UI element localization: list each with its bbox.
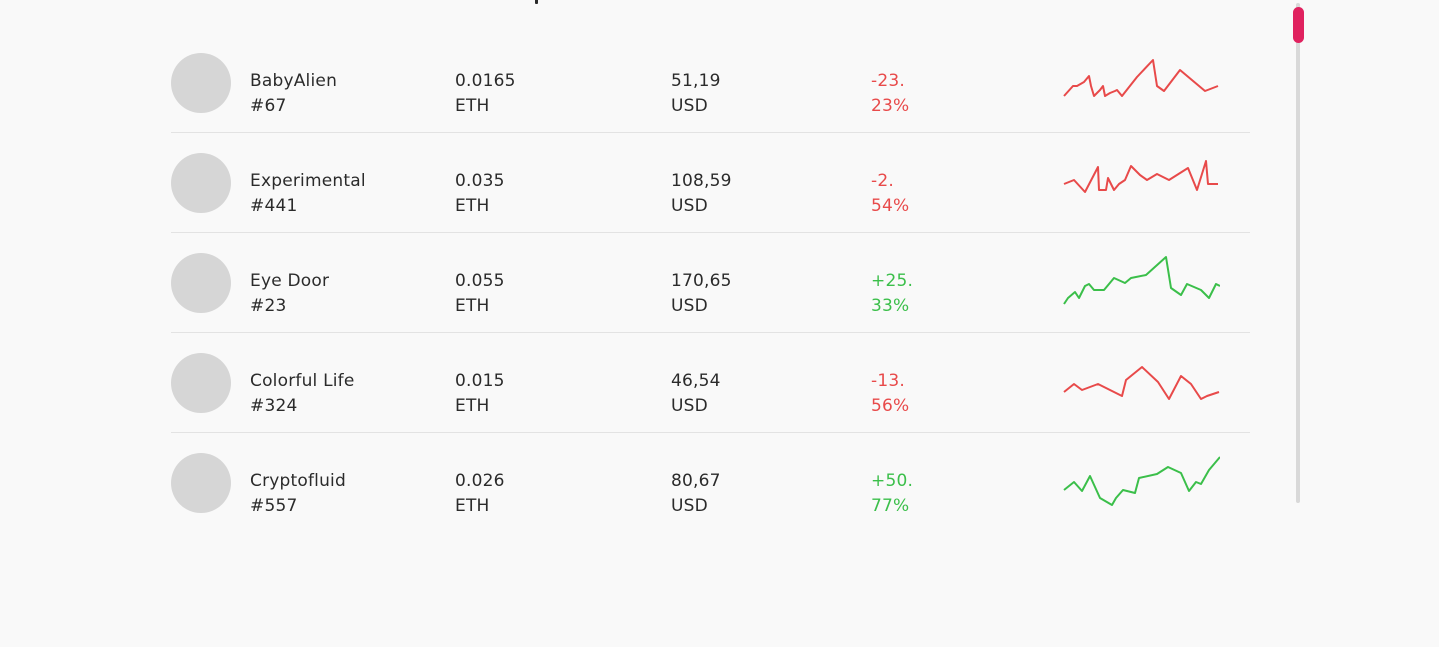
sparkline-chart — [1063, 160, 1218, 193]
eth-price-cell: 0.055 ETH — [455, 269, 505, 319]
change-value-part2: 56% — [871, 396, 910, 416]
item-name: Experimental — [250, 171, 366, 191]
usd-value: 108,59 — [671, 171, 732, 191]
item-name: Cryptofluid — [250, 471, 346, 491]
eth-price-cell: 0.035 ETH — [455, 169, 505, 219]
usd-unit: USD — [671, 496, 708, 516]
change-value-part1: +25. — [871, 271, 914, 291]
item-name-cell: Eye Door #23 — [250, 269, 329, 319]
usd-value: 170,65 — [671, 271, 732, 291]
item-id: #557 — [250, 496, 298, 516]
list-item[interactable]: Cryptofluid #557 0.026 ETH 80,67 USD +50… — [171, 433, 1250, 532]
eth-price-cell: 0.0165 ETH — [455, 69, 516, 119]
eth-value: 0.015 — [455, 371, 505, 391]
eth-unit: ETH — [455, 496, 490, 516]
change-value-part1: -23. — [871, 71, 905, 91]
usd-unit: USD — [671, 196, 708, 216]
eth-price-cell: 0.015 ETH — [455, 369, 505, 419]
sparkline-chart — [1063, 366, 1220, 400]
change-value-part1: +50. — [871, 471, 914, 491]
change-value-part2: 23% — [871, 96, 910, 116]
item-id: #441 — [250, 196, 298, 216]
eth-unit: ETH — [455, 96, 490, 116]
sparkline-chart — [1063, 256, 1220, 305]
scrollbar-thumb[interactable] — [1293, 7, 1304, 43]
vertical-scrollbar[interactable] — [1293, 3, 1304, 503]
usd-unit: USD — [671, 396, 708, 416]
usd-value: 46,54 — [671, 371, 721, 391]
change-value-part1: -2. — [871, 171, 894, 191]
eth-unit: ETH — [455, 296, 490, 316]
change-cell: -2. 54% — [871, 169, 909, 219]
item-name: Eye Door — [250, 271, 330, 291]
usd-value: 51,19 — [671, 71, 721, 91]
change-value-part1: -13. — [871, 371, 905, 391]
list-item[interactable]: Colorful Life #324 0.015 ETH 46,54 USD -… — [171, 333, 1250, 433]
eth-unit: ETH — [455, 396, 490, 416]
avatar — [171, 253, 231, 313]
eth-unit: ETH — [455, 196, 490, 216]
change-cell: +50. 77% — [871, 469, 913, 519]
cut-off-header-glyph — [535, 0, 538, 4]
usd-price-cell: 80,67 USD — [671, 469, 721, 519]
eth-value: 0.035 — [455, 171, 505, 191]
sparkline-chart — [1063, 59, 1219, 97]
change-value-part2: 54% — [871, 196, 910, 216]
avatar — [171, 453, 231, 513]
item-id: #23 — [250, 296, 287, 316]
usd-value: 80,67 — [671, 471, 721, 491]
avatar — [171, 153, 231, 213]
eth-value: 0.026 — [455, 471, 505, 491]
change-value-part2: 77% — [871, 496, 910, 516]
usd-price-cell: 46,54 USD — [671, 369, 721, 419]
item-name: BabyAlien — [250, 71, 338, 91]
usd-unit: USD — [671, 296, 708, 316]
list-item[interactable]: Experimental #441 0.035 ETH 108,59 USD -… — [171, 133, 1250, 233]
item-name-cell: Cryptofluid #557 — [250, 469, 346, 519]
usd-price-cell: 51,19 USD — [671, 69, 721, 119]
eth-value: 0.055 — [455, 271, 505, 291]
item-name-cell: Experimental #441 — [250, 169, 366, 219]
item-name-cell: BabyAlien #67 — [250, 69, 337, 119]
list-item[interactable]: BabyAlien #67 0.0165 ETH 51,19 USD -23. … — [171, 33, 1250, 133]
change-cell: +25. 33% — [871, 269, 913, 319]
eth-price-cell: 0.026 ETH — [455, 469, 505, 519]
change-value-part2: 33% — [871, 296, 910, 316]
avatar — [171, 353, 231, 413]
usd-price-cell: 108,59 USD — [671, 169, 732, 219]
eth-value: 0.0165 — [455, 71, 516, 91]
item-id: #67 — [250, 96, 287, 116]
list-item[interactable]: Eye Door #23 0.055 ETH 170,65 USD +25. 3… — [171, 233, 1250, 333]
item-id: #324 — [250, 396, 298, 416]
scrollbar-track[interactable] — [1296, 3, 1300, 503]
usd-unit: USD — [671, 96, 708, 116]
usd-price-cell: 170,65 USD — [671, 269, 732, 319]
change-cell: -23. 23% — [871, 69, 909, 119]
sparkline-chart — [1063, 456, 1220, 506]
change-cell: -13. 56% — [871, 369, 909, 419]
avatar — [171, 53, 231, 113]
item-name-cell: Colorful Life #324 — [250, 369, 355, 419]
item-name: Colorful Life — [250, 371, 355, 391]
collection-list: BabyAlien #67 0.0165 ETH 51,19 USD -23. … — [171, 33, 1250, 532]
